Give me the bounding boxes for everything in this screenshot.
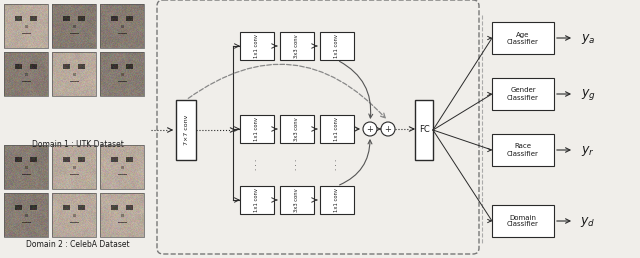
Text: $y_d$: $y_d$ [580, 215, 596, 229]
Text: 3x3 conv: 3x3 conv [294, 34, 300, 58]
Bar [100, 52, 144, 96]
Text: 3x3 conv: 3x3 conv [294, 188, 300, 212]
Text: Domain 2 : CelebA Dataset: Domain 2 : CelebA Dataset [26, 240, 130, 249]
Bar [320, 186, 354, 214]
Bar [240, 115, 274, 143]
Text: Gender
Classifier: Gender Classifier [507, 87, 539, 101]
Bar [4, 4, 48, 48]
Bar [52, 52, 96, 96]
Text: 1x1 conv: 1x1 conv [335, 188, 339, 212]
Bar [100, 4, 144, 48]
Bar [415, 100, 433, 160]
Text: 1x1 conv: 1x1 conv [255, 117, 259, 141]
Circle shape [381, 122, 395, 136]
Text: $y_g$: $y_g$ [580, 87, 595, 102]
Text: · · ·: · · · [294, 159, 300, 170]
Bar [320, 32, 354, 60]
Bar [492, 78, 554, 110]
Bar [280, 115, 314, 143]
Text: Race
Classifier: Race Classifier [507, 143, 539, 157]
Text: Domain
Classifier: Domain Classifier [507, 214, 539, 228]
Bar [280, 186, 314, 214]
Bar [4, 52, 48, 96]
Text: Domain 1 : UTK Dataset: Domain 1 : UTK Dataset [32, 140, 124, 149]
Bar [240, 32, 274, 60]
Text: · · ·: · · · [334, 159, 340, 170]
Text: Age
Classifier: Age Classifier [507, 31, 539, 44]
Bar [52, 4, 96, 48]
Bar [492, 205, 554, 237]
Text: 3x3 conv: 3x3 conv [294, 117, 300, 141]
Bar [176, 100, 196, 160]
Bar [280, 32, 314, 60]
Text: 1x1 conv: 1x1 conv [255, 34, 259, 58]
Bar [100, 193, 144, 237]
Circle shape [363, 122, 377, 136]
Bar [100, 145, 144, 189]
Text: +: + [385, 125, 392, 134]
Text: · · ·: · · · [254, 159, 260, 170]
Bar [52, 145, 96, 189]
Bar [52, 193, 96, 237]
Bar [320, 115, 354, 143]
Bar [4, 145, 48, 189]
Bar [240, 186, 274, 214]
Text: +: + [367, 125, 373, 134]
Text: 7×7 conv: 7×7 conv [184, 115, 189, 145]
Bar [492, 22, 554, 54]
Bar [4, 193, 48, 237]
Bar [492, 134, 554, 166]
Text: $y_a$: $y_a$ [580, 32, 595, 46]
Text: 1x1 conv: 1x1 conv [255, 188, 259, 212]
Text: 1x1 conv: 1x1 conv [335, 117, 339, 141]
Text: FC: FC [419, 125, 429, 134]
Text: $y_r$: $y_r$ [581, 144, 595, 158]
Text: 1x1 conv: 1x1 conv [335, 34, 339, 58]
